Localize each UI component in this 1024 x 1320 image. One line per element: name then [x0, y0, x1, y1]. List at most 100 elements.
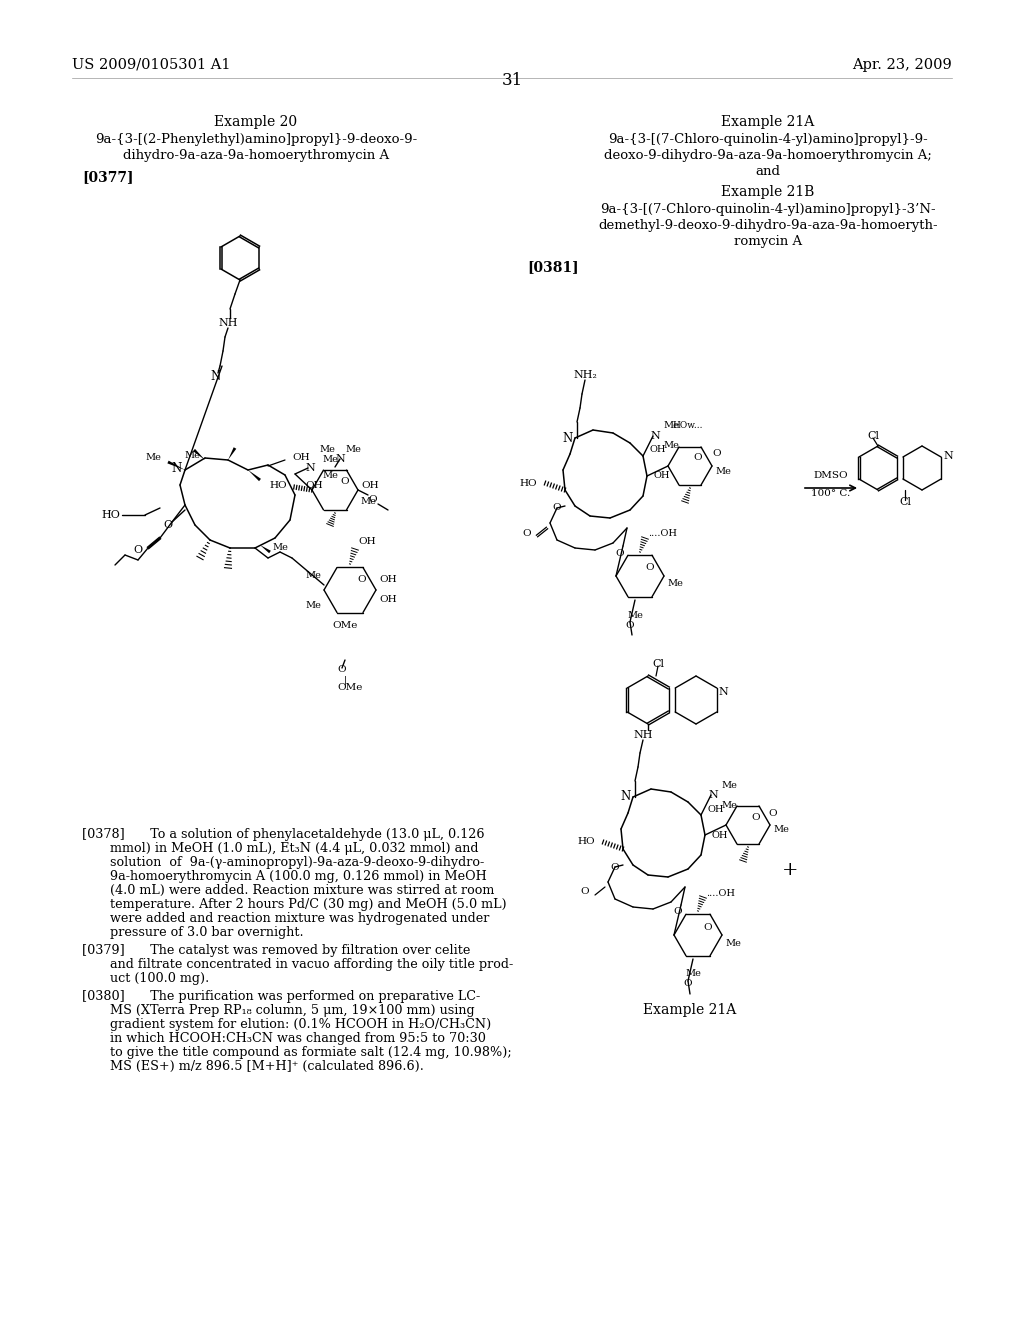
Text: in which HCOOH:CH₃CN was changed from 95:5 to 70:30: in which HCOOH:CH₃CN was changed from 95… — [110, 1032, 485, 1045]
Text: O: O — [674, 908, 682, 916]
Text: OH: OH — [292, 454, 309, 462]
Text: O: O — [581, 887, 590, 896]
Text: O: O — [646, 564, 654, 573]
Text: Me: Me — [663, 441, 679, 450]
Text: OH: OH — [361, 480, 379, 490]
Text: deoxo-9-dihydro-9a-aza-9a-homoerythromycin A;: deoxo-9-dihydro-9a-aza-9a-homoerythromyc… — [604, 149, 932, 162]
Text: Me: Me — [721, 780, 737, 789]
Text: Example 21A: Example 21A — [643, 1003, 736, 1016]
Text: O: O — [703, 923, 713, 932]
Text: O: O — [626, 620, 634, 630]
Text: Me: Me — [305, 601, 321, 610]
Text: MS (ES+) m/z 896.5 [M+H]⁺ (calculated 896.6).: MS (ES+) m/z 896.5 [M+H]⁺ (calculated 89… — [110, 1060, 424, 1073]
Text: Me: Me — [145, 454, 161, 462]
Text: Me: Me — [319, 445, 335, 454]
Text: |: | — [343, 676, 347, 685]
Text: O: O — [133, 545, 142, 554]
Text: Me: Me — [773, 825, 788, 834]
Text: O: O — [357, 576, 367, 585]
Text: Example 21B: Example 21B — [721, 185, 815, 199]
Text: HO: HO — [101, 510, 120, 520]
Polygon shape — [260, 545, 271, 553]
Text: (4.0 mL) were added. Reaction mixture was stirred at room: (4.0 mL) were added. Reaction mixture wa… — [110, 884, 495, 898]
Text: O: O — [553, 503, 561, 512]
Text: Me: Me — [322, 455, 338, 465]
Text: Me: Me — [184, 450, 200, 459]
Text: pressure of 3.0 bar overnight.: pressure of 3.0 bar overnight. — [110, 927, 304, 939]
Text: [0381]: [0381] — [527, 260, 579, 275]
Text: O: O — [769, 808, 777, 817]
Text: N: N — [211, 370, 221, 383]
Text: N: N — [943, 451, 953, 461]
Text: N: N — [563, 432, 573, 445]
Text: ....OH: ....OH — [706, 888, 735, 898]
Text: romycin A: romycin A — [734, 235, 802, 248]
Text: N: N — [718, 686, 728, 697]
Text: Me: Me — [272, 544, 288, 553]
Text: DMSO: DMSO — [814, 471, 848, 480]
Text: US 2009/0105301 A1: US 2009/0105301 A1 — [72, 58, 230, 73]
Text: Me: Me — [322, 471, 338, 480]
Text: N: N — [305, 463, 314, 473]
Text: O: O — [684, 979, 692, 989]
Text: temperature. After 2 hours Pd/C (30 mg) and MeOH (5.0 mL): temperature. After 2 hours Pd/C (30 mg) … — [110, 898, 507, 911]
Text: NH: NH — [218, 318, 238, 327]
Text: +: + — [781, 861, 799, 879]
Text: OMe: OMe — [337, 684, 362, 693]
Text: ....OH: ....OH — [648, 529, 677, 539]
Text: O: O — [369, 495, 377, 504]
Text: Apr. 23, 2009: Apr. 23, 2009 — [852, 58, 952, 73]
Text: O: O — [522, 528, 531, 537]
Text: N: N — [709, 789, 718, 800]
Text: O: O — [164, 520, 173, 531]
Text: solution  of  9a-(γ-aminopropyl)-9a-aza-9-deoxo-9-dihydro-: solution of 9a-(γ-aminopropyl)-9a-aza-9-… — [110, 855, 484, 869]
Text: were added and reaction mixture was hydrogenated under: were added and reaction mixture was hydr… — [110, 912, 489, 925]
Text: 9a-{3-[(7-Chloro-quinolin-4-yl)amino]propyl}-9-: 9a-{3-[(7-Chloro-quinolin-4-yl)amino]pro… — [608, 133, 928, 147]
Polygon shape — [167, 461, 185, 470]
Text: N: N — [172, 462, 182, 474]
Text: O: O — [693, 454, 702, 462]
Text: OH: OH — [708, 804, 725, 813]
Text: OH: OH — [650, 446, 667, 454]
Text: 9a-{3-[(7-Chloro-quinolin-4-yl)amino]propyl}-3’N-: 9a-{3-[(7-Chloro-quinolin-4-yl)amino]pro… — [600, 203, 936, 216]
Text: HO: HO — [269, 480, 287, 490]
Text: Me: Me — [667, 579, 683, 589]
Text: Me: Me — [305, 570, 321, 579]
Text: N: N — [621, 791, 631, 804]
Text: [0380]  The purification was performed on preparative LC-: [0380] The purification was performed on… — [82, 990, 480, 1003]
Text: O: O — [713, 450, 721, 458]
Text: N: N — [650, 432, 659, 441]
Text: [0379]  The catalyst was removed by filtration over celite: [0379] The catalyst was removed by filtr… — [82, 944, 470, 957]
Text: dihydro-9a-aza-9a-homoerythromycin A: dihydro-9a-aza-9a-homoerythromycin A — [123, 149, 389, 162]
Text: MS (XTerra Prep RP₁₈ column, 5 μm, 19×100 mm) using: MS (XTerra Prep RP₁₈ column, 5 μm, 19×10… — [110, 1005, 475, 1016]
Text: O: O — [752, 813, 760, 821]
Text: OH: OH — [653, 471, 670, 480]
Text: Cl: Cl — [867, 432, 879, 441]
Text: 9a-{3-[(2-Phenylethyl)amino]propyl}-9-deoxo-9-: 9a-{3-[(2-Phenylethyl)amino]propyl}-9-de… — [95, 133, 417, 147]
Text: Me: Me — [715, 466, 731, 475]
Text: NH: NH — [633, 730, 652, 741]
Text: demethyl-9-deoxo-9-dihydro-9a-aza-9a-homoeryth-: demethyl-9-deoxo-9-dihydro-9a-aza-9a-hom… — [598, 219, 938, 232]
Text: OH: OH — [379, 576, 396, 585]
Text: OH: OH — [358, 537, 376, 546]
Text: O: O — [341, 478, 349, 487]
Text: O: O — [615, 549, 625, 557]
Text: and filtrate concentrated in vacuo affording the oily title prod-: and filtrate concentrated in vacuo affor… — [110, 958, 513, 972]
Polygon shape — [193, 449, 205, 459]
Text: mmol) in MeOH (1.0 mL), Et₃N (4.4 μL, 0.032 mmol) and: mmol) in MeOH (1.0 mL), Et₃N (4.4 μL, 0.… — [110, 842, 478, 855]
Text: OMe: OMe — [333, 622, 357, 631]
Text: [0378]  To a solution of phenylacetaldehyde (13.0 μL, 0.126: [0378] To a solution of phenylacetaldehy… — [82, 828, 484, 841]
Text: Me: Me — [725, 939, 741, 948]
Text: NH₂: NH₂ — [573, 370, 597, 380]
Text: gradient system for elution: (0.1% HCOOH in H₂O/CH₃CN): gradient system for elution: (0.1% HCOOH… — [110, 1018, 492, 1031]
Text: OH: OH — [305, 480, 323, 490]
Text: Me: Me — [721, 800, 737, 809]
Text: OH: OH — [379, 595, 396, 605]
Polygon shape — [248, 470, 261, 482]
Text: Cl: Cl — [652, 659, 664, 669]
Text: Cl: Cl — [899, 498, 911, 507]
Text: HOw...: HOw... — [673, 421, 703, 430]
Text: Example 20: Example 20 — [214, 115, 298, 129]
Text: uct (100.0 mg).: uct (100.0 mg). — [110, 972, 209, 985]
Polygon shape — [228, 447, 237, 459]
